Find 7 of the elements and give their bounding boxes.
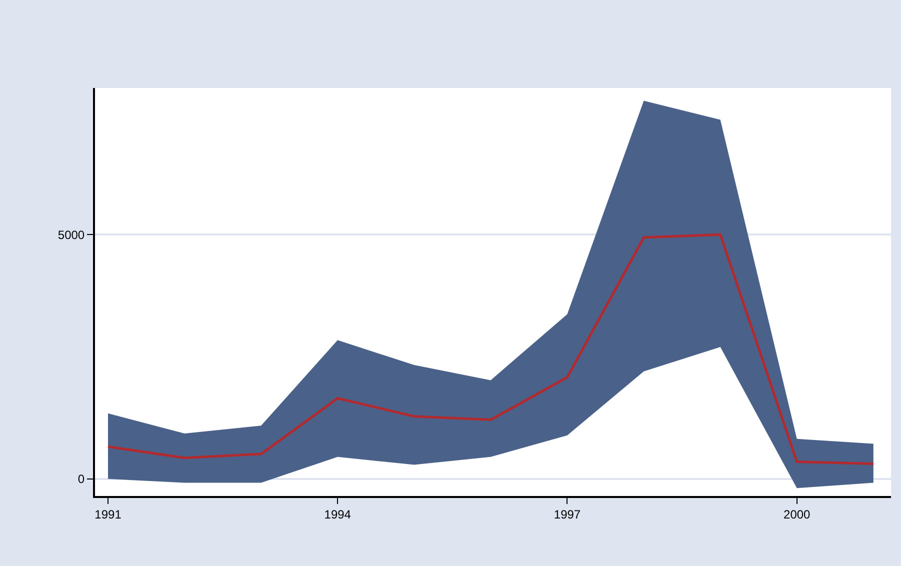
x-tick-label: 1997	[554, 507, 581, 522]
x-tick-label: 1991	[94, 507, 122, 522]
line-series	[106, 233, 875, 465]
y-tick-label: 0	[78, 472, 85, 486]
x-tick-label: 1994	[324, 507, 352, 522]
x-tick-label: 2000	[784, 507, 811, 522]
y-tick-label: 5000	[58, 228, 85, 242]
